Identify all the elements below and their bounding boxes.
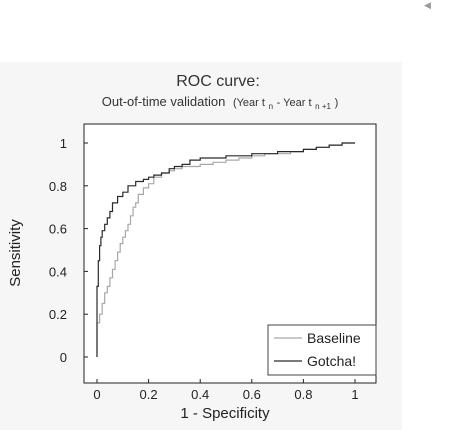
series-layer (96, 142, 355, 357)
series-line-gotcha (96, 142, 355, 357)
y-tick-label: 0 (60, 350, 67, 365)
legend-label-baseline: Baseline (307, 330, 361, 346)
subtitle-paren-close: ) (335, 97, 339, 109)
chart-title: ROC curve: (176, 73, 260, 90)
subtitle-mid: - Year t (277, 97, 312, 109)
x-tick-label: 1 (351, 387, 358, 402)
legend: Baseline Gotcha! (267, 324, 377, 376)
axis-ticks: 0 0.2 0.4 0.6 0.8 1 0 0.2 0.4 0.6 0.8 1 (49, 136, 359, 402)
y-tick-label: 0.6 (49, 222, 67, 237)
y-axis-label: Sensitivity (7, 219, 24, 287)
x-tick-label: 0.2 (140, 387, 158, 402)
subtitle-paren-open: (Year t (233, 97, 265, 109)
subtitle-sub2: n +1 (315, 102, 331, 111)
x-tick-label: 0.6 (243, 387, 261, 402)
subtitle-sub1: n (269, 102, 273, 111)
legend-box (267, 324, 377, 376)
x-tick-label: 0.8 (294, 387, 312, 402)
subtitle-main: Out-of-time validation (102, 94, 226, 109)
x-tick-label: 0.4 (191, 387, 209, 402)
chart-subtitle: Out-of-time validation (Year t n - Year … (102, 94, 338, 112)
y-tick-label: 0.8 (49, 179, 67, 194)
y-tick-label: 0.2 (49, 307, 67, 322)
y-tick-label: 1 (60, 136, 67, 151)
x-tick-label: 0 (93, 387, 100, 402)
legend-label-gotcha: Gotcha! (307, 353, 356, 369)
y-tick-label: 0.4 (49, 264, 67, 279)
triangle-left-icon[interactable]: ◀ (424, 0, 431, 10)
x-axis-label: 1 - Specificity (180, 405, 270, 422)
